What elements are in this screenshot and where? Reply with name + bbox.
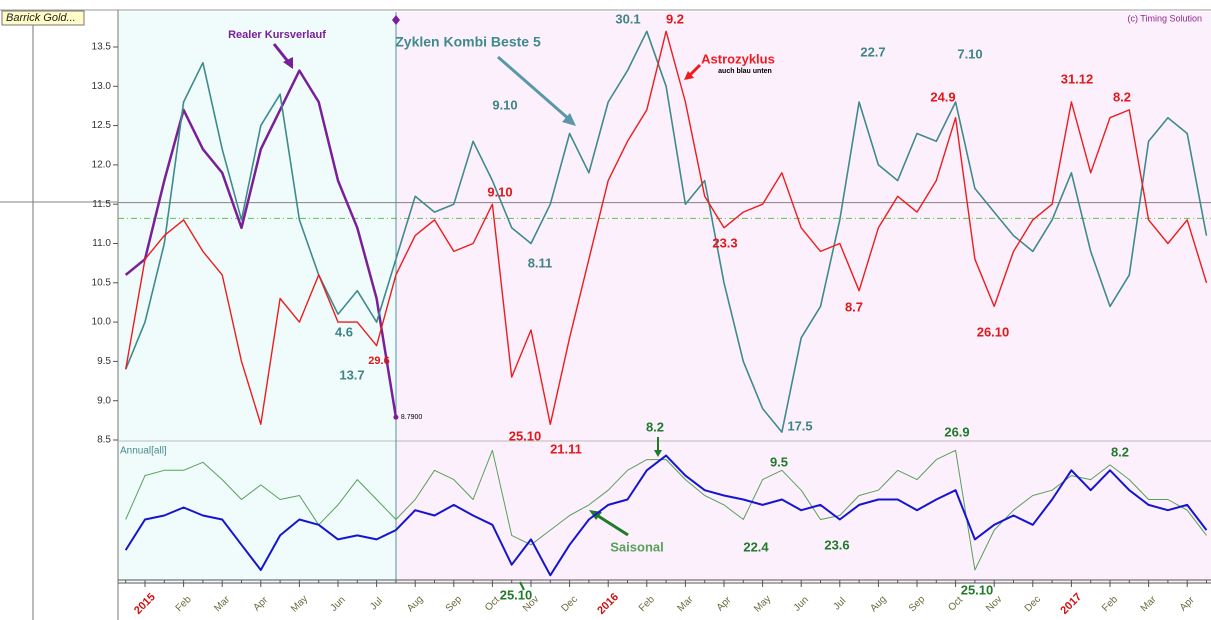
panel-label: Annual[all] [120,446,167,457]
y-tick-label: 10.0 [92,317,112,328]
arrow-head [562,113,576,126]
series-line [124,69,398,418]
arrow-head [283,57,293,69]
series-annotation: Astrozyklus [701,51,775,66]
annotation: 7.10 [957,46,982,61]
annotation: 9.10 [487,184,512,199]
y-tick-label: 9.0 [97,395,111,406]
annotation: 26.9 [944,424,969,439]
annotation: 8.2 [646,419,664,434]
title-box [1,10,85,26]
series-line [124,30,1208,433]
arrow-head [654,450,662,457]
annotation: 23.6 [824,537,849,552]
series-line [124,454,1208,577]
annotation: 31.12 [1061,71,1094,86]
arrow [688,63,702,77]
arrow-head [684,71,694,80]
annotation: 8.11 [528,255,553,270]
past-region [118,12,396,582]
arrow [497,55,571,122]
annotation: 21.11 [550,441,582,456]
y-tick-label: 13.5 [92,42,112,53]
annotation: 22.7 [860,44,885,59]
series-line [125,30,1208,425]
annotation: 8.7 [845,299,863,314]
series-annotation: Saisonal [610,539,663,554]
series-annotation: Zyklen Kombi Beste 5 [395,34,541,50]
arrow [519,581,525,591]
annotation: 4.6 [335,324,353,339]
annotation: 25.10 [961,582,994,597]
y-tick-label: 10.5 [92,277,112,288]
y-tick-label: 8.5 [97,435,111,446]
credit: (c) Timing Solution [1127,13,1202,23]
y-tick-label: 11.0 [92,238,111,249]
series-line [125,449,1207,571]
annotation: 25.10 [500,587,533,602]
annotation: 22.4 [743,539,769,554]
chart-title: Barrick Gold... [6,12,76,24]
arrow [594,512,629,537]
annotation: 13.7 [339,367,364,382]
value-label: 8.7900 [401,414,423,421]
annotation: 8.2 [1113,89,1131,104]
y-tick-label: 13.0 [92,81,112,92]
annotation: 9.10 [492,97,517,112]
marker [392,15,400,25]
annotation: 25.10 [509,428,542,443]
annotation: 9.5 [770,454,788,469]
series-annotation: Realer Kursverlauf [228,29,326,41]
y-tick-label: 12.0 [92,160,112,171]
y-tick-label: 11.5 [92,199,111,210]
annotation: 17.5 [787,418,812,433]
forecast-region [396,12,1211,582]
y-tick-label: 9.5 [97,356,111,367]
annotation: 23.3 [712,235,737,250]
annotation: 8.2 [1111,444,1129,459]
annotation: 29.6 [368,355,389,367]
annotation: 26.10 [977,324,1010,339]
end-point [393,414,399,420]
annotation: 30.1 [615,11,640,26]
annotation: auch blau unten [718,68,772,75]
y-tick-label: 12.5 [92,120,112,131]
annotation: 9.2 [666,11,684,26]
annotation: 24.9 [930,89,955,104]
